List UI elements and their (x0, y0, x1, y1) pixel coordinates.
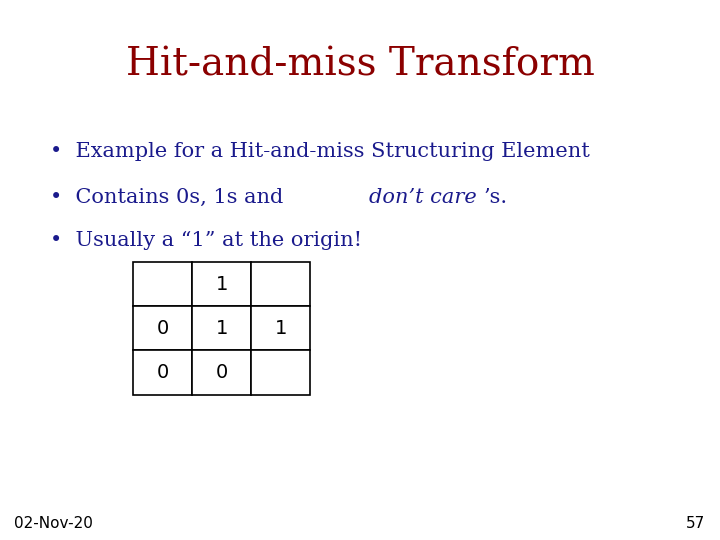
Text: Hit-and-miss Transform: Hit-and-miss Transform (125, 46, 595, 83)
Text: don’t care: don’t care (369, 187, 477, 207)
Bar (192, 350, 251, 395)
Text: 1: 1 (215, 319, 228, 338)
Text: 0: 0 (156, 319, 169, 338)
Bar (251, 262, 310, 306)
Text: •  Example for a Hit-and-miss Structuring Element: • Example for a Hit-and-miss Structuring… (50, 141, 590, 161)
Bar (133, 350, 192, 395)
Text: ’s.: ’s. (484, 187, 508, 207)
Text: 57: 57 (686, 516, 706, 531)
Bar (133, 306, 192, 350)
Bar (251, 306, 310, 350)
Text: 0: 0 (156, 363, 169, 382)
Text: 02-Nov-20: 02-Nov-20 (14, 516, 94, 531)
Bar (133, 262, 192, 306)
Bar (251, 350, 310, 395)
Text: 1: 1 (215, 274, 228, 294)
Bar (192, 306, 251, 350)
Text: 0: 0 (215, 363, 228, 382)
Bar (192, 262, 251, 306)
Text: •  Usually a “1” at the origin!: • Usually a “1” at the origin! (50, 231, 363, 250)
Text: •  Contains 0s, 1s and: • Contains 0s, 1s and (50, 187, 290, 207)
Text: 1: 1 (274, 319, 287, 338)
